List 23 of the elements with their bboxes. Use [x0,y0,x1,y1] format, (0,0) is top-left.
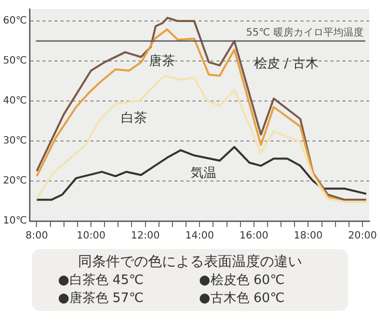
text: ●白茶色 45℃ [58,272,145,289]
text: ●古木色 60℃ [199,290,286,307]
x-tick-label: 16:00 [239,230,268,242]
series-label: 唐茶 [149,54,176,69]
series-label: 白茶 [120,110,147,126]
y-tick-label: 40℃ [2,96,27,107]
series-label: 気温 [190,166,217,181]
y-tick-label: 60℃ [2,16,27,27]
x-tick-label: 10:00 [76,230,106,242]
text: ●桧皮色 60℃ [199,272,286,289]
y-tick-label: 30℃ [2,136,27,147]
y-tick-label: 50℃ [2,56,27,67]
y-tick-label: 10℃ [2,216,27,227]
x-tick-label: 12:00 [130,230,160,242]
series-label: 桧皮 / 古木 [254,56,319,72]
ref-line-label: 55℃ 暖房カイロ平均温度 [246,26,364,39]
x-tick-label: 8:00 [26,230,48,242]
y-tick-label: 20℃ [2,176,27,187]
x-tick-label: 20:00 [348,230,377,242]
x-tick-label: 14:00 [185,230,214,242]
text: 同条件での色による表面温度の違い [77,253,303,271]
text: ●唐茶色 57℃ [58,290,145,307]
x-tick-label: 18:00 [294,230,323,242]
